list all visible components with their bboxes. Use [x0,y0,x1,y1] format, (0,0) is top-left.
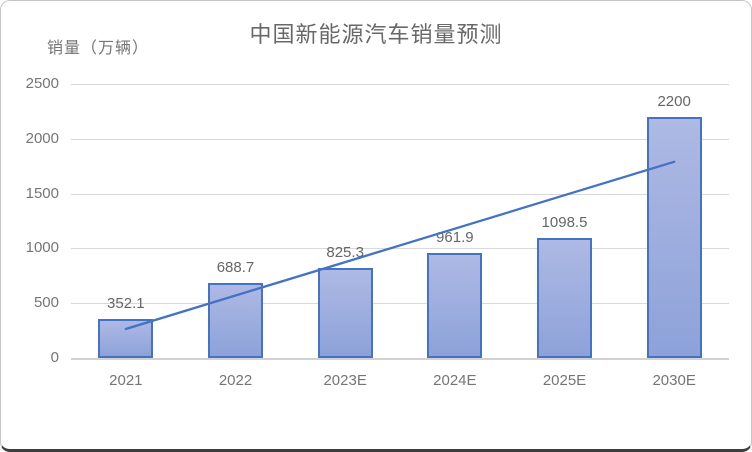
bar [537,237,592,358]
y-tick-label: 500 [33,294,59,312]
trend-line-layer [124,160,676,331]
x-tick-label: 2024E [433,372,477,389]
y-axis-title: 销量（万辆） [47,40,150,57]
plot-area [71,84,729,360]
y-tick-label: 0 [50,349,59,366]
bar-value-label: 688.7 [216,258,255,276]
y-tick-label: 1000 [25,239,59,257]
x-tick-label: 2025E [542,372,587,389]
gridline [71,138,729,140]
x-axis-line [71,358,729,360]
bar-value-label: 2200 [657,92,691,110]
bar-value-label: 1098.5 [541,213,588,231]
x-tick-label: 2030E [652,372,696,389]
y-tick-label: 2000 [25,129,59,147]
trend-line [124,160,676,331]
y-tick-label: 2500 [25,75,59,92]
chart-title: 中国新能源汽车销量预测 [249,22,503,47]
bar [427,252,483,358]
bar [98,319,154,358]
gridline [71,303,729,305]
bar [317,267,373,358]
x-tick-label: 2023E [323,372,367,389]
bar-value-label: 825.3 [326,243,364,261]
gridline [71,84,729,85]
y-tick-label: 1500 [25,184,59,202]
x-tick-label: 2022 [218,372,253,389]
gridline [71,193,729,195]
x-tick-label: 2021 [109,372,143,389]
bar-value-label: 961.9 [436,228,474,246]
gridline [71,248,729,250]
bar-value-label: 352.1 [107,295,145,313]
bar [646,116,702,358]
